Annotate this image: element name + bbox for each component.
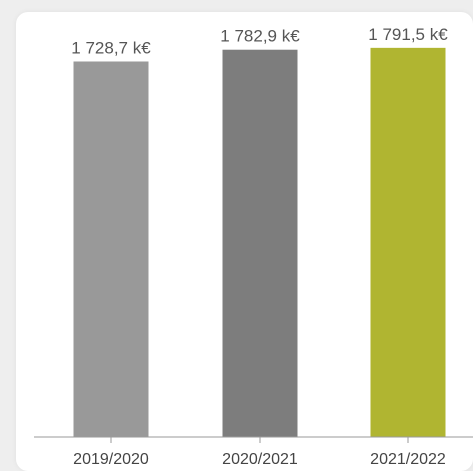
value-label-2019/2020: 1 728,7 k€ (71, 38, 151, 57)
x-tick-label-2021/2022: 2021/2022 (370, 451, 446, 468)
value-label-2020/2021: 1 782,9 k€ (220, 27, 300, 46)
bars-layer (73, 47, 446, 438)
bar-2020/2021 (222, 49, 298, 437)
x-axis-ticks: 2019/2020 2020/2021 2021/2022 (73, 437, 446, 468)
value-labels-layer: 1 728,7 k€ 1 782,9 k€ 1 791,5 k€ (71, 25, 448, 58)
x-tick-label-2020/2021: 2020/2021 (222, 451, 298, 468)
x-tick-label-2019/2020: 2019/2020 (73, 451, 149, 468)
bar-2021/2022 (370, 47, 446, 438)
value-label-2021/2022: 1 791,5 k€ (368, 25, 448, 44)
bar-2019/2020 (73, 61, 149, 437)
